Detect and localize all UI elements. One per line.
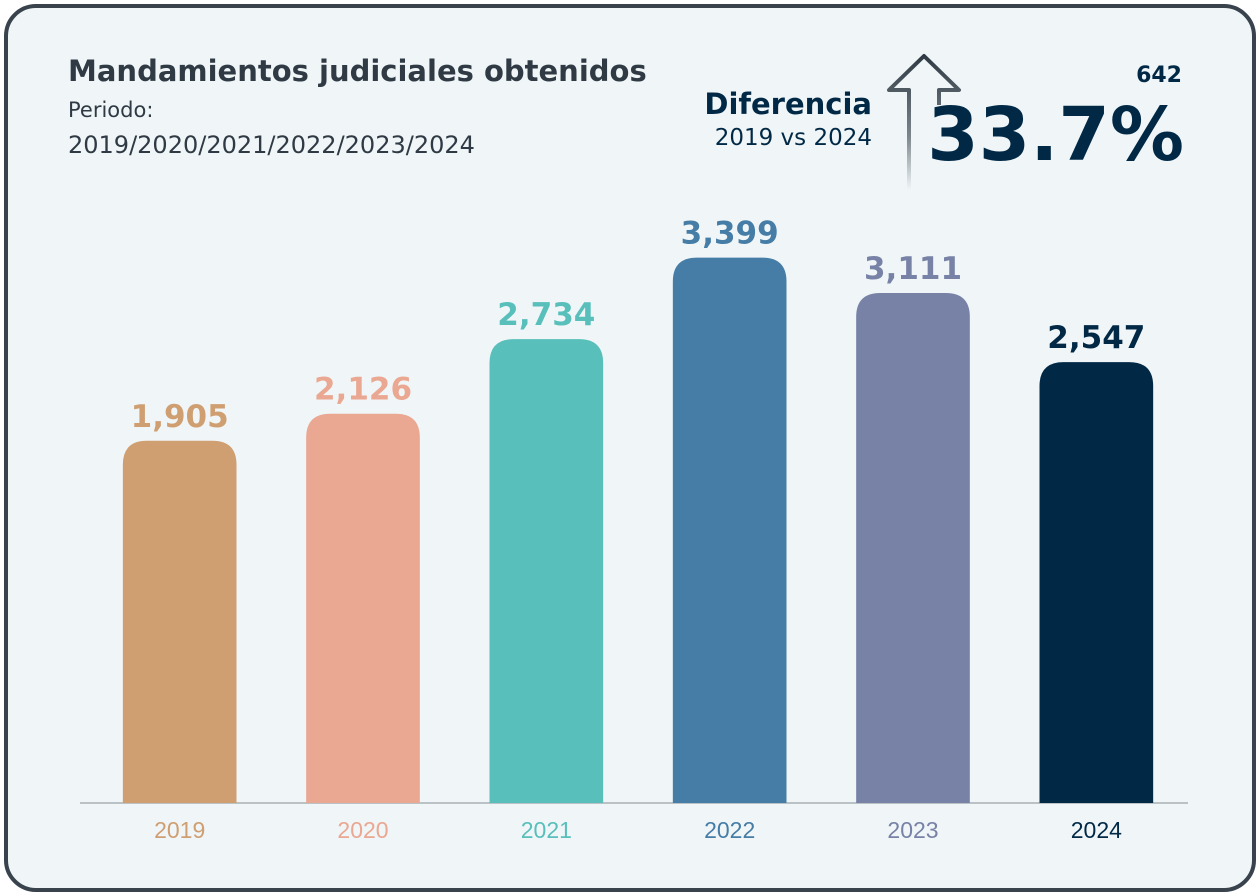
annotation-label: Diferencia	[704, 87, 872, 121]
x-tick-label: 2022	[704, 817, 755, 843]
annotation-percent: 33.7%	[927, 92, 1184, 178]
bar	[1039, 362, 1154, 803]
x-tick-label: 2020	[337, 817, 388, 843]
subtitle: Periodo:	[68, 98, 153, 122]
value-label: 3,399	[681, 216, 779, 252]
value-label: 2,126	[314, 372, 412, 408]
x-tick-label: 2021	[521, 817, 572, 843]
value-label: 2,734	[497, 297, 595, 333]
x-tick-label: 2024	[1071, 817, 1122, 843]
chart-title: Mandamientos judiciales obtenidos	[68, 54, 647, 88]
bar	[672, 257, 787, 803]
arrow-icon	[887, 54, 961, 190]
x-tick-label: 2023	[887, 817, 938, 843]
subtitle: 2019/2020/2021/2022/2023/2024	[68, 131, 475, 159]
value-label: 1,905	[131, 399, 229, 435]
annotation-sublabel: 2019 vs 2024	[715, 125, 872, 151]
annotation-difference: 642	[1136, 63, 1182, 88]
x-tick-label: 2019	[154, 817, 205, 843]
bar	[306, 413, 420, 803]
bar	[856, 292, 970, 803]
value-label: 3,111	[864, 251, 962, 287]
bar	[122, 440, 237, 803]
value-label: 2,547	[1047, 320, 1145, 356]
bar	[489, 339, 604, 803]
